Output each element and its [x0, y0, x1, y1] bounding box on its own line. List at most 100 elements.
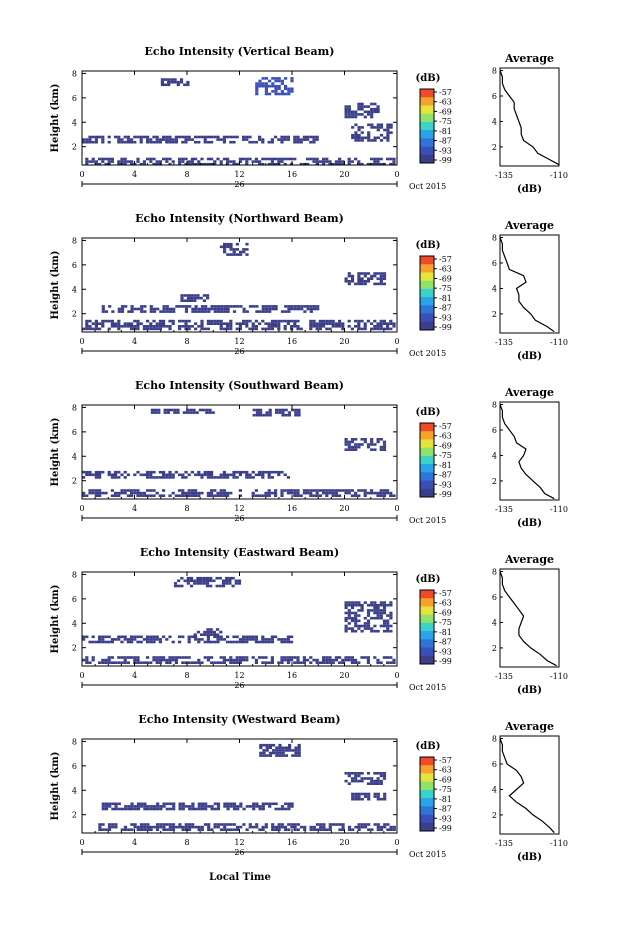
echo-cell: [123, 157, 127, 161]
echo-cell: [258, 828, 262, 831]
echo-cell: [181, 476, 185, 479]
echo-cell: [287, 802, 291, 806]
echo-cell: [88, 140, 92, 144]
echo-cell: [210, 494, 214, 497]
echo-cell: [174, 470, 178, 474]
echo-cell: [203, 473, 207, 477]
echo-cell: [309, 656, 313, 659]
echo-cell: [146, 823, 150, 826]
echo-cell: [85, 470, 89, 474]
echo-cell: [248, 805, 253, 808]
echo-cell: [341, 160, 345, 163]
echo-cell: [210, 491, 214, 495]
echo-cell: [146, 140, 150, 144]
average-y-tick-label: 4: [492, 451, 497, 460]
echo-cell: [236, 305, 240, 308]
colorbar-segment: [420, 765, 434, 774]
echo-cell: [123, 135, 127, 139]
echo-cell: [367, 792, 371, 796]
echo-cell: [210, 319, 214, 323]
echo-cell: [278, 743, 282, 747]
echo-cell: [210, 135, 214, 139]
echo-cell: [290, 635, 294, 639]
echo-cell: [120, 491, 124, 495]
x-tick-label: 12: [234, 671, 244, 680]
echo-cell: [133, 656, 137, 659]
echo-cell: [216, 319, 220, 323]
echo-cell: [367, 823, 371, 826]
echo-cell: [120, 310, 125, 313]
echo-cell: [123, 160, 127, 163]
echo-cell: [204, 305, 208, 308]
echo-cell: [373, 448, 377, 451]
echo-cell: [167, 78, 171, 81]
echo-cell: [197, 310, 201, 313]
echo-cell: [366, 782, 371, 785]
echo-cell: [178, 157, 182, 161]
colorbar-segment: [420, 130, 434, 139]
echo-cell: [322, 160, 326, 163]
echo-cell: [158, 138, 162, 141]
echo-cell: [383, 823, 387, 826]
echo-cell: [350, 448, 355, 451]
echo-cell: [143, 310, 147, 313]
echo-cell: [152, 638, 156, 641]
echo-cell: [316, 305, 320, 308]
echo-cell: [225, 579, 229, 583]
echo-cell: [306, 157, 310, 161]
echo-cell: [270, 138, 274, 141]
echo-cell: [328, 823, 332, 826]
colorbar-tick-label: -93: [439, 146, 452, 155]
echo-cell: [315, 658, 319, 662]
echo-cell: [226, 807, 230, 811]
colorbar-tick-label: -81: [439, 628, 452, 637]
colorbar-segment: [420, 757, 434, 766]
echo-cell: [177, 579, 181, 583]
echo-cell: [382, 322, 386, 325]
echo-cell: [350, 658, 354, 662]
echo-cell: [370, 107, 374, 111]
echo-cell: [229, 327, 233, 331]
echo-cell: [347, 448, 351, 451]
echo-cell: [235, 242, 239, 246]
echo-cell: [176, 408, 180, 412]
echo-cell: [117, 802, 121, 806]
echo-cell: [168, 828, 172, 831]
echo-cell: [370, 627, 374, 630]
echo-cell: [354, 624, 358, 628]
echo-cell: [142, 638, 146, 641]
echo-cell: [354, 131, 358, 134]
echo-cell: [219, 635, 223, 639]
echo-cell: [114, 491, 118, 495]
echo-cell: [325, 656, 329, 659]
echo-cell: [235, 322, 239, 325]
echo-cell: [322, 157, 326, 161]
echo-cell: [149, 307, 153, 311]
echo-cell: [136, 640, 140, 644]
echo-cell: [101, 640, 105, 644]
colorbar-segment: [420, 480, 434, 490]
echo-cell: [248, 157, 252, 161]
colorbar-segment: [420, 431, 434, 440]
echo-cell: [101, 307, 105, 311]
echo-cell: [219, 160, 223, 163]
echo-cell: [162, 494, 166, 497]
echo-cell: [98, 635, 102, 639]
echo-cell: [350, 113, 355, 116]
echo-cell: [288, 746, 292, 750]
echo-cell: [206, 656, 210, 659]
echo-cell: [235, 828, 240, 831]
echo-cell: [382, 606, 387, 610]
echo-cell: [367, 795, 371, 798]
echo-cell: [360, 139, 364, 142]
echo-cell: [219, 138, 223, 141]
echo-cell: [264, 77, 268, 80]
echo-cell: [207, 805, 211, 808]
echo-cell: [382, 448, 387, 451]
echo-cell: [366, 624, 371, 628]
echo-cell: [194, 307, 198, 311]
echo-cell: [200, 805, 205, 808]
echo-cell: [347, 616, 351, 620]
echo-cell: [370, 609, 374, 612]
echo-cell: [107, 140, 111, 144]
